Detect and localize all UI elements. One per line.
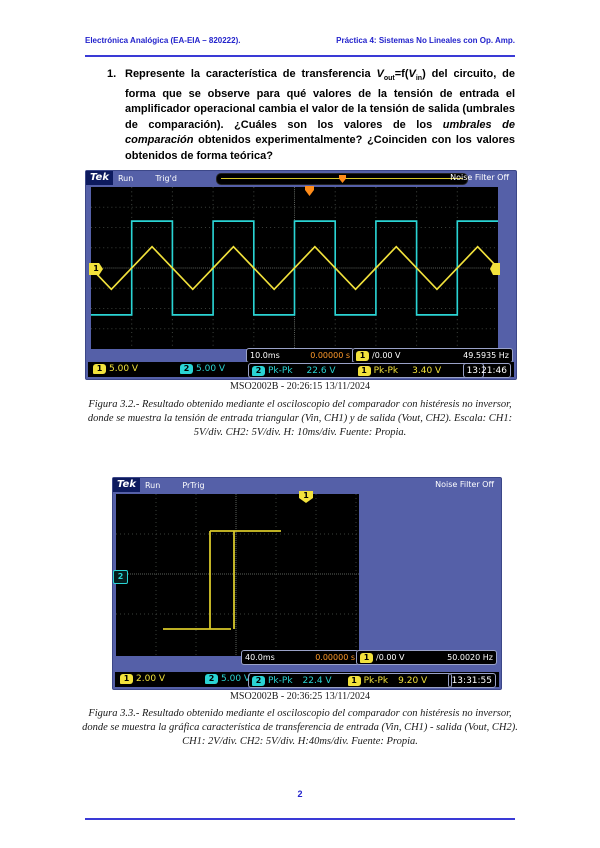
page-number: 2	[297, 789, 303, 799]
scope2-bottombar: 1 2.00 V 2 5.00 V 2 Pk-Pk 22.4 V 1 Pk-Pk…	[115, 672, 499, 688]
ch2-scale-readout: 2 5.00 V	[180, 364, 225, 374]
scope2-clock-item: 13:31:55	[447, 673, 496, 688]
measurement-box: 2 Pk-Pk 22.4 V 1 Pk-Pk 9.20 V	[248, 673, 452, 688]
formula-vin: V	[408, 68, 416, 80]
formula-vout: V	[376, 68, 384, 80]
scope2-trig-state: PrTrig	[182, 480, 205, 490]
meas1-type: Pk-Pk	[268, 675, 293, 686]
question-1: 1. Represente la característica de trans…	[107, 67, 515, 164]
figure1-caption: Figura 3.2.- Resultado obtenido mediante…	[87, 399, 513, 438]
scope2-trigger-readout: 1 / 0.00 V 50.0020 Hz	[356, 650, 497, 665]
scope1-trigger-readout: 1 / 0.00 V 49.5935 Hz	[352, 348, 513, 363]
page-header: Electrónica Analógica (EA-EIA – 820222).…	[85, 36, 515, 45]
figure2-caption: Figura 3.3.- Resultado obtenido mediante…	[82, 708, 518, 747]
meas2-value: 3.40 V	[412, 365, 442, 376]
header-practice: Práctica 4: Sistemas No Lineales con Op.…	[336, 36, 515, 45]
emphasis-umbrales: umbrales de comparación	[125, 118, 515, 147]
meas2-value: 9.20 V	[398, 675, 428, 686]
ch1-badge: 1	[93, 364, 106, 374]
meas2-ch-badge: 1	[347, 675, 361, 686]
meas2-type: Pk-Pk	[373, 365, 399, 376]
ch1-scale-readout: 1 2.00 V	[120, 674, 165, 684]
trigger-source-badge: 1	[356, 350, 369, 361]
oscilloscope-screenshot-2: Tek Run PrTrig Noise Filter Off 1 2	[112, 477, 502, 690]
scope-clock: 13:21:46	[462, 363, 511, 378]
meas1-ch-badge: 2	[252, 675, 265, 686]
scope1-topbar: Tek Run Trig'd Noise Filter Off	[86, 171, 516, 185]
measurement-box: 2 Pk-Pk 22.6 V 1 Pk-Pk 3.40 V	[248, 363, 484, 378]
ch1-badge: 1	[120, 674, 133, 684]
oscilloscope-screenshot-1: Tek Run Trig'd Noise Filter Off	[85, 170, 517, 380]
timebase-value: 10.0ms	[250, 351, 280, 360]
ch1-position-marker: 1	[89, 263, 103, 275]
ch1-scale-readout: 1 5.00 V	[93, 364, 138, 374]
ch2-scale-readout: 2 5.00 V	[205, 674, 250, 684]
graticule-grid	[116, 494, 359, 656]
footer-rule	[85, 818, 515, 820]
graticule-center-axes	[116, 494, 359, 656]
scope1-acq-state: Run	[117, 173, 134, 183]
trigger-level-arrow-icon	[490, 263, 500, 275]
meas2-type: Pk-Pk	[363, 675, 389, 686]
scope1-acquisition-bar	[216, 173, 468, 185]
frequency-value: 49.5935 Hz	[463, 351, 509, 360]
scope1-waveform-svg	[91, 187, 498, 349]
scope1-horizontal-readout: 10.0ms 0.00000 s	[246, 348, 354, 363]
meas1-value: 22.4 V	[302, 675, 332, 686]
measurements: 2 Pk-Pk 22.6 V 1 Pk-Pk 3.40 V	[248, 363, 484, 378]
question-text: Represente la característica de transfer…	[125, 68, 515, 162]
meas1-value: 22.6 V	[306, 365, 336, 376]
ch1-triangle-wave	[91, 245, 498, 291]
trigger-source-badge: 1	[360, 652, 373, 663]
question-number: 1.	[107, 68, 117, 80]
tek-logo: Tek	[113, 478, 140, 492]
delay-value: 0.00000 s	[315, 653, 355, 662]
scope-clock: 13:31:55	[447, 673, 496, 688]
scope2-noise-filter: Noise Filter Off	[435, 480, 494, 489]
ch2-badge: 2	[205, 674, 218, 684]
meas2-ch-badge: 1	[357, 365, 371, 376]
header-rule	[85, 55, 515, 57]
delay-value: 0.00000 s	[310, 351, 350, 360]
ch1-top-position-marker: 1	[299, 491, 313, 503]
meas1-type: Pk-Pk	[268, 365, 293, 376]
scope1-graticule: 1	[89, 186, 500, 349]
xy-hysteresis-trace	[163, 530, 281, 630]
ch2-position-marker: 2	[113, 570, 128, 584]
scope2-horizontal-readout: 40.0ms 0.00000 s	[241, 650, 359, 665]
meas1-ch-badge: 2	[252, 365, 265, 376]
scope1-bottombar: 1 5.00 V 2 5.00 V 2 Pk-Pk 22.6 V 1 Pk-Pk…	[88, 362, 514, 378]
tek-logo: Tek	[86, 171, 113, 185]
figure2-meta: MSO2002B - 20:36:25 13/11/2024	[230, 691, 370, 702]
measurements: 2 Pk-Pk 22.4 V 1 Pk-Pk 9.20 V	[248, 673, 452, 688]
scope2-graticule: 2	[113, 494, 359, 656]
scope1-trig-state: Trig'd	[155, 173, 177, 183]
frequency-value: 50.0020 Hz	[447, 653, 493, 662]
scope2-xy-svg	[116, 494, 359, 656]
trigger-level-value: 0.00 V	[378, 653, 405, 662]
scope1-clock-item: 13:21:46	[462, 363, 511, 378]
header-course: Electrónica Analógica (EA-EIA – 820222).	[85, 36, 241, 45]
trigger-level-value: 0.00 V	[374, 351, 401, 360]
figure1-meta: MSO2002B - 20:26:15 13/11/2024	[230, 381, 370, 392]
trigger-position-arrow-icon	[305, 186, 314, 196]
ch2-badge: 2	[180, 364, 193, 374]
scope2-topbar: Tek Run PrTrig Noise Filter Off	[113, 478, 501, 492]
timebase-value: 40.0ms	[245, 653, 275, 662]
trigger-position-icon	[339, 175, 346, 183]
trigger-slope-icon: /	[372, 351, 375, 360]
scope1-noise-filter: Noise Filter Off	[450, 173, 509, 182]
scope2-acq-state: Run	[144, 480, 161, 490]
trigger-slope-icon: /	[376, 653, 379, 662]
